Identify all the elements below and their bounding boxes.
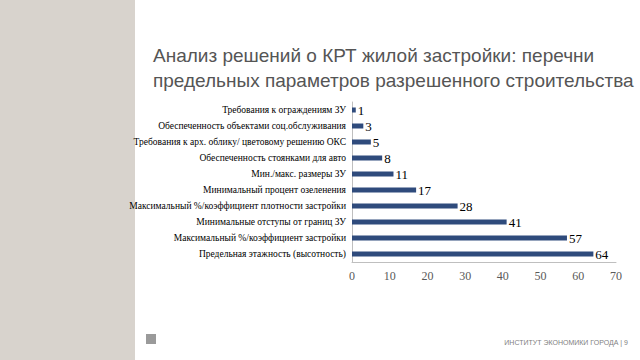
svg-text:Максимальный %/коэффициент зас: Максимальный %/коэффициент застройки xyxy=(174,233,346,243)
svg-text:41: 41 xyxy=(509,215,522,230)
svg-text:Минимальные отступы от границ: Минимальные отступы от границ ЗУ xyxy=(196,217,346,227)
svg-text:Обеспеченность объектами соц.о: Обеспеченность объектами соц.обслуживани… xyxy=(158,121,346,131)
svg-text:Минимальный процент озеленения: Минимальный процент озеленения xyxy=(203,185,347,195)
svg-text:Обеспеченность стоянками для а: Обеспеченность стоянками для авто xyxy=(199,153,346,163)
svg-text:10: 10 xyxy=(384,269,396,283)
svg-text:17: 17 xyxy=(418,183,432,198)
svg-text:30: 30 xyxy=(459,269,471,283)
svg-text:64: 64 xyxy=(595,247,609,262)
svg-text:8: 8 xyxy=(384,151,391,166)
svg-text:11: 11 xyxy=(395,167,408,182)
svg-text:Анализ решений о КРТ жилой зас: Анализ решений о КРТ жилой застройки: пе… xyxy=(153,45,594,66)
svg-text:40: 40 xyxy=(497,269,509,283)
svg-text:57: 57 xyxy=(569,231,583,246)
svg-text:Мин./макс. размеры ЗУ: Мин./макс. размеры ЗУ xyxy=(251,169,346,179)
svg-text:Предельная этажность (высотнос: Предельная этажность (высотность) xyxy=(199,249,346,260)
svg-text:1: 1 xyxy=(358,103,365,118)
svg-text:Максимальный %/коэффициент пло: Максимальный %/коэффициент плотности зас… xyxy=(129,201,346,211)
svg-text:ИНСТИТУТ ЭКОНОМИКИ ГОРОДА | 9: ИНСТИТУТ ЭКОНОМИКИ ГОРОДА | 9 xyxy=(504,339,628,347)
svg-text:60: 60 xyxy=(572,269,584,283)
svg-text:5: 5 xyxy=(373,135,380,150)
svg-text:предельных параметров разрешен: предельных параметров разрешенного строи… xyxy=(153,70,634,91)
svg-text:Требования к арх. облику/ цвет: Требования к арх. облику/ цветовому реше… xyxy=(134,137,346,147)
svg-text:20: 20 xyxy=(421,269,433,283)
svg-text:3: 3 xyxy=(365,119,372,134)
svg-text:Требования к ограждениям ЗУ: Требования к ограждениям ЗУ xyxy=(222,105,346,115)
svg-text:0: 0 xyxy=(349,269,355,283)
svg-text:70: 70 xyxy=(610,269,622,283)
svg-text:28: 28 xyxy=(460,199,473,214)
svg-text:50: 50 xyxy=(535,269,547,283)
